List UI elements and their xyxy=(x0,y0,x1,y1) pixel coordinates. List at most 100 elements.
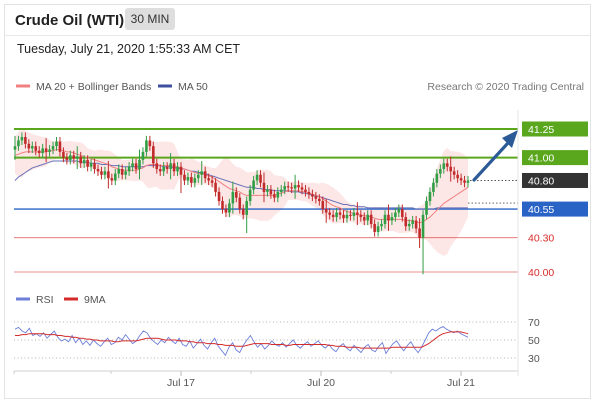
candle-body xyxy=(452,171,456,175)
candle xyxy=(400,204,404,222)
candle xyxy=(179,162,183,194)
candle-body xyxy=(110,178,114,181)
candle-body xyxy=(190,177,193,183)
candle xyxy=(383,210,387,229)
candle xyxy=(17,135,20,151)
x-tick-label: Jul 21 xyxy=(447,377,475,389)
candle-body xyxy=(307,191,311,195)
candle xyxy=(428,187,432,206)
candle xyxy=(328,207,331,220)
candle-body xyxy=(207,178,210,181)
candle-body xyxy=(30,146,34,149)
candle xyxy=(200,161,204,186)
candle xyxy=(141,147,145,165)
candle xyxy=(13,135,17,160)
candle-body xyxy=(338,212,342,215)
candle-body xyxy=(20,137,24,141)
candle xyxy=(318,194,321,206)
timeframe-button[interactable]: 30 MIN xyxy=(125,8,175,30)
candle xyxy=(152,141,155,168)
candle-body xyxy=(148,140,152,147)
candle-body xyxy=(466,180,470,183)
candle-body xyxy=(404,217,408,227)
rsi-plot: 70 50 30 xyxy=(14,317,540,365)
candle xyxy=(96,164,100,176)
candle xyxy=(394,207,397,222)
candle-body xyxy=(169,163,172,170)
candle-body xyxy=(286,186,290,188)
candle-body xyxy=(235,191,238,198)
candle xyxy=(466,175,470,188)
candle xyxy=(241,204,245,220)
candle xyxy=(131,158,134,172)
candle-body xyxy=(183,174,186,181)
candle xyxy=(442,158,446,174)
candle xyxy=(273,189,276,203)
candle xyxy=(286,181,290,192)
candle-body xyxy=(41,148,44,154)
candle xyxy=(304,185,307,197)
candle xyxy=(397,204,401,218)
rsi-tick-label: 30 xyxy=(528,353,540,365)
candle-body xyxy=(335,212,338,218)
candle xyxy=(331,210,335,222)
candle-body xyxy=(276,191,280,198)
candle-body xyxy=(432,182,435,192)
candle-body xyxy=(255,174,259,181)
candle xyxy=(335,207,338,222)
candle-body xyxy=(345,214,349,219)
price-label: 40.00 xyxy=(528,267,554,279)
candle-body xyxy=(373,223,376,232)
candle-body xyxy=(352,212,356,216)
candle-body xyxy=(318,198,321,202)
candle xyxy=(44,138,48,163)
candle xyxy=(449,156,453,182)
candle-body xyxy=(221,201,224,210)
candle xyxy=(65,153,69,165)
candle-body xyxy=(414,220,418,229)
candle xyxy=(439,164,442,179)
candle xyxy=(259,170,262,188)
candle-body xyxy=(124,171,127,175)
candle xyxy=(349,210,352,221)
candle-body xyxy=(193,178,197,183)
rsi-ma-legend-label: 9MA xyxy=(84,294,106,306)
candle-body xyxy=(37,150,41,154)
candle-body xyxy=(397,209,401,213)
candle-body xyxy=(69,155,72,160)
forecast-arrow xyxy=(472,141,510,182)
candle-body xyxy=(34,146,38,151)
candle-body xyxy=(390,217,394,221)
candle-body xyxy=(456,174,459,179)
candle xyxy=(255,170,259,186)
candle xyxy=(62,147,65,163)
candle-body xyxy=(72,155,76,159)
candle xyxy=(248,185,252,206)
candle xyxy=(27,139,31,154)
candle-body xyxy=(13,146,17,150)
candle-body xyxy=(314,196,318,199)
candle xyxy=(100,166,103,180)
candle-body xyxy=(362,217,366,221)
candle-body xyxy=(297,185,300,188)
price-label: 41.00 xyxy=(528,153,554,165)
candle-body xyxy=(51,146,55,150)
candle-body xyxy=(44,148,48,152)
candle-body xyxy=(214,182,217,192)
candle xyxy=(124,166,127,180)
candle-body xyxy=(290,187,293,189)
candle-body xyxy=(162,166,165,172)
candle xyxy=(203,166,207,183)
candle-body xyxy=(262,182,266,192)
candle xyxy=(89,158,93,172)
price-label: 40.55 xyxy=(528,204,554,216)
candle-body xyxy=(228,203,231,213)
candle-body xyxy=(293,185,297,189)
price-label: 41.25 xyxy=(528,124,554,136)
candle xyxy=(228,198,231,218)
candle xyxy=(58,137,62,157)
candle xyxy=(117,164,121,179)
candle-body xyxy=(273,194,276,198)
candle-body xyxy=(138,159,141,170)
